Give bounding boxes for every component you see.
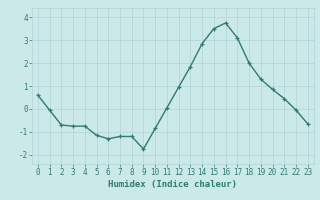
X-axis label: Humidex (Indice chaleur): Humidex (Indice chaleur) (108, 180, 237, 189)
